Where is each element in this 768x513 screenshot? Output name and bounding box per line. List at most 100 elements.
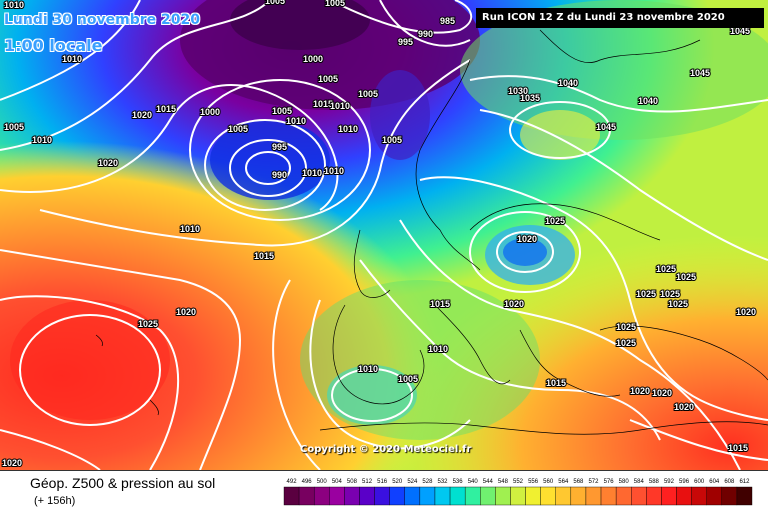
isobar-label: 1045 bbox=[596, 122, 616, 132]
isobar-label: 1020 bbox=[630, 386, 650, 396]
isobar-label: 1015 bbox=[546, 378, 566, 388]
legend-tick-label: 612 bbox=[739, 479, 750, 485]
legend-tick-label: 540 bbox=[468, 479, 479, 485]
isobar-label: 1010 bbox=[180, 224, 200, 234]
legend-tick-label: 524 bbox=[407, 479, 418, 485]
legend-swatch bbox=[691, 486, 707, 506]
coastlines bbox=[95, 29, 768, 435]
isobar-label: 1005 bbox=[265, 0, 285, 6]
legend-swatch bbox=[736, 486, 753, 506]
legend-swatch bbox=[283, 486, 300, 506]
isobar-label: 1010 bbox=[358, 364, 378, 374]
isobar-label: 1010 bbox=[286, 116, 306, 126]
isobar-label: 1020 bbox=[517, 234, 537, 244]
isobar-label: 1025 bbox=[668, 299, 688, 309]
isobar-label: 1010 bbox=[4, 0, 24, 10]
legend-swatch bbox=[359, 486, 375, 506]
isobar-label: 1005 bbox=[4, 122, 24, 132]
legend-tick-label: 580 bbox=[619, 479, 630, 485]
isobar-label: 1020 bbox=[504, 299, 524, 309]
legend-swatch bbox=[585, 486, 602, 506]
legend-swatch bbox=[600, 486, 617, 506]
isobar-label: 1045 bbox=[730, 26, 750, 36]
isobar-label: 1025 bbox=[656, 264, 676, 274]
legend-tick-label: 576 bbox=[604, 479, 615, 485]
bottom-bar: Géop. Z500 & pression au sol (+ 156h) 49… bbox=[0, 470, 768, 513]
isobar-label: 1005 bbox=[382, 135, 402, 145]
legend-swatch bbox=[540, 486, 556, 506]
isobar-label: 1010 bbox=[338, 124, 358, 134]
legend-tick-label: 568 bbox=[573, 479, 584, 485]
isobar-label: 990 bbox=[272, 170, 287, 180]
legend-tick-label: 548 bbox=[498, 479, 509, 485]
isobar-label: 1020 bbox=[176, 307, 196, 317]
isobar-label: 1010 bbox=[330, 101, 350, 111]
model-run-banner: Run ICON 12 Z du Lundi 23 novembre 2020 bbox=[476, 8, 764, 28]
isobar-label: 1040 bbox=[558, 78, 578, 88]
color-legend: 492 496 500 504 508 512 516 520 524 528 532 536 540 5… bbox=[283, 479, 753, 506]
isobar-label: 1025 bbox=[545, 216, 565, 226]
legend-tick-label: 520 bbox=[392, 479, 403, 485]
legend-swatch bbox=[555, 486, 572, 506]
lead-time: (+ 156h) bbox=[34, 495, 76, 507]
legend-tick-label: 556 bbox=[528, 479, 539, 485]
isobar-label: 1005 bbox=[228, 124, 248, 134]
legend-swatch bbox=[676, 486, 692, 506]
legend-tick-label: 504 bbox=[332, 479, 343, 485]
legend-swatch bbox=[706, 486, 723, 506]
legend-swatch bbox=[721, 486, 738, 506]
legend-tick-label: 604 bbox=[709, 479, 720, 485]
legend-swatch bbox=[480, 486, 496, 506]
isobar-label: 985 bbox=[440, 16, 455, 26]
isobar-label: 1005 bbox=[272, 106, 292, 116]
legend-swatch bbox=[449, 486, 466, 506]
isobar-label: 1005 bbox=[358, 89, 378, 99]
isobar-label: 1025 bbox=[676, 272, 696, 282]
legend-swatch bbox=[313, 486, 330, 506]
isobar-label: 1015 bbox=[313, 99, 333, 109]
isobar-label: 1025 bbox=[636, 289, 656, 299]
legend-tick-label: 588 bbox=[649, 479, 660, 485]
isobar-label: 1015 bbox=[254, 251, 274, 261]
isobar-label: 1025 bbox=[138, 319, 158, 329]
isobar-label: 995 bbox=[398, 37, 413, 47]
legend-tick-label: 508 bbox=[347, 479, 358, 485]
legend-tick-label: 500 bbox=[317, 479, 328, 485]
legend-tick-label: 552 bbox=[513, 479, 524, 485]
legend-swatch bbox=[661, 486, 677, 506]
isobar-lines bbox=[0, 0, 768, 470]
legend-swatch bbox=[646, 486, 662, 506]
legend-tick-label: 600 bbox=[694, 479, 705, 485]
legend-swatch bbox=[419, 486, 436, 506]
isobar-label: 1000 bbox=[200, 107, 220, 117]
legend-swatch bbox=[404, 486, 421, 506]
legend-swatch bbox=[298, 486, 315, 506]
legend-swatch bbox=[374, 486, 390, 506]
isobar-label: 1020 bbox=[674, 402, 694, 412]
isobar-label: 1020 bbox=[2, 458, 22, 468]
legend-swatch bbox=[570, 486, 587, 506]
legend-tick-label: 560 bbox=[543, 479, 554, 485]
legend-tick-label: 572 bbox=[588, 479, 599, 485]
isobar-label: 1020 bbox=[652, 388, 672, 398]
legend-tick-label: 492 bbox=[287, 479, 298, 485]
legend-tick-label: 512 bbox=[362, 479, 373, 485]
isobar-label: 1020 bbox=[132, 110, 152, 120]
isobar-label: 1025 bbox=[616, 338, 636, 348]
legend-swatch bbox=[510, 486, 526, 506]
legend-tick-label: 536 bbox=[453, 479, 464, 485]
isobar-label: 1015 bbox=[430, 299, 450, 309]
legend-tick-label: 564 bbox=[558, 479, 569, 485]
legend-tick-label: 608 bbox=[724, 479, 735, 485]
isobar-label: 1010 bbox=[324, 166, 344, 176]
isobar-label: 1010 bbox=[62, 54, 82, 64]
legend-swatch bbox=[434, 486, 451, 506]
isobar-label: 1020 bbox=[98, 158, 118, 168]
legend-tick-label: 596 bbox=[679, 479, 690, 485]
isobar-label: 1000 bbox=[303, 54, 323, 64]
legend-tick-label: 496 bbox=[302, 479, 313, 485]
legend-tick-label: 584 bbox=[634, 479, 645, 485]
